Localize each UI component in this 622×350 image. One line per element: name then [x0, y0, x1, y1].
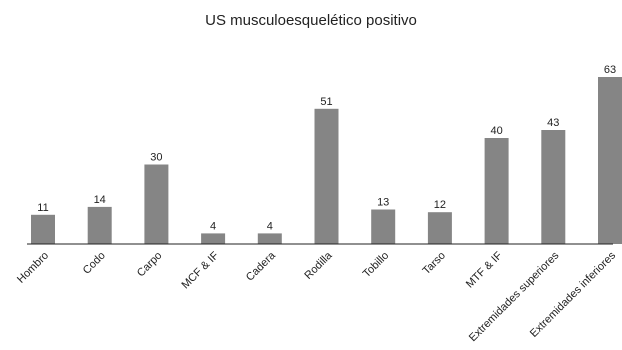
bar-2	[144, 164, 169, 244]
value-label-6: 13	[377, 197, 389, 209]
value-label-0: 11	[37, 202, 48, 214]
category-label-7: Tarso	[421, 250, 449, 278]
bar-3	[201, 233, 226, 244]
bar-7	[427, 212, 452, 244]
category-label-5: Rodilla	[302, 249, 335, 282]
chart-title: US musculoesquelético positivo	[205, 12, 417, 29]
category-label-2: Carpo	[135, 250, 165, 280]
value-label-4: 4	[267, 220, 273, 232]
value-label-1: 14	[94, 194, 106, 206]
bar-6	[371, 209, 396, 244]
category-labels-group: Hombro Codo Carpo MCF & IF Cadera Rodilla Tobi…	[15, 249, 618, 344]
category-label-4: Cadera	[244, 249, 279, 284]
bars-group	[31, 77, 622, 244]
category-label-8: MTF & IF	[464, 249, 505, 290]
bar-5	[314, 108, 339, 244]
bar-9	[541, 130, 566, 244]
value-label-9: 43	[547, 117, 559, 129]
value-label-3: 4	[210, 220, 216, 232]
bar-8	[484, 138, 509, 244]
value-label-2: 30	[150, 152, 162, 164]
category-label-6: Tobillo	[361, 250, 392, 281]
bar-10	[598, 77, 622, 244]
bar-0	[31, 214, 55, 244]
category-label-3: MCF & IF	[179, 249, 221, 291]
value-label-8: 40	[490, 125, 502, 137]
value-label-7: 12	[434, 199, 446, 211]
value-label-5: 51	[320, 96, 332, 108]
category-label-1: Codo	[81, 250, 108, 277]
value-labels-group: 11 14 30 4 4 51 13 12 40 43 63	[37, 64, 616, 232]
value-label-10: 63	[604, 64, 616, 76]
bar-1	[87, 206, 112, 244]
category-label-0: Hombro	[15, 250, 51, 286]
bar-4	[257, 233, 282, 244]
